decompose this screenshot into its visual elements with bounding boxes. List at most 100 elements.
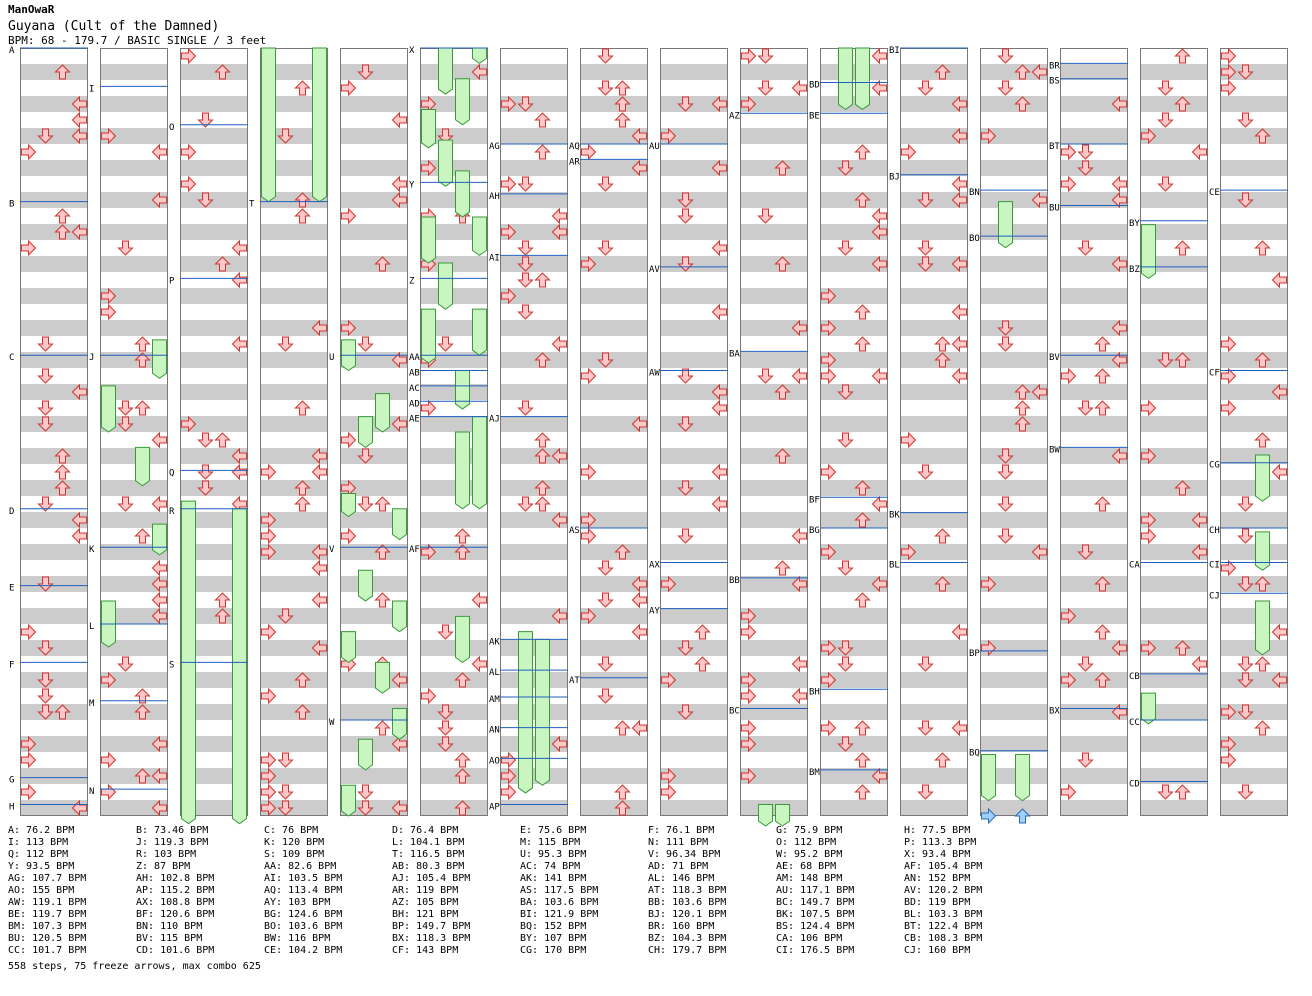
step-arrow-icon (1077, 752, 1094, 768)
step-arrow-icon (934, 576, 951, 592)
step-arrow-icon (711, 463, 727, 481)
step-arrow-icon (581, 511, 597, 529)
step-arrow-icon (951, 303, 967, 321)
step-arrow-icon (437, 704, 454, 720)
bpm-entry: BO: 103.6 BPM (264, 921, 343, 932)
chart-stats: 558 steps, 75 freeze arrows, max combo 6… (8, 961, 261, 972)
step-arrow-icon (151, 559, 167, 577)
step-arrow-icon (151, 495, 167, 513)
step-arrow-icon (711, 303, 727, 321)
freeze-arrow (455, 615, 470, 664)
step-arrow-icon (391, 351, 407, 369)
step-arrow-icon (151, 799, 167, 817)
bpm-marker-label: BI (889, 46, 900, 56)
step-arrow-icon (677, 208, 694, 224)
bpm-entry: AB: 80.3 BPM (392, 861, 465, 872)
step-arrow-icon (837, 384, 854, 400)
step-arrow-icon (517, 304, 534, 320)
step-arrow-icon (934, 528, 951, 544)
step-arrow-icon (597, 656, 614, 672)
step-arrow-icon (677, 256, 694, 272)
step-arrow-icon (1254, 432, 1271, 448)
bpm-entry: X: 93.4 BPM (904, 849, 971, 860)
step-arrow-icon (357, 448, 374, 464)
freeze-arrow (472, 216, 487, 256)
step-arrow-icon (661, 767, 677, 785)
step-arrow-icon (1191, 655, 1207, 673)
step-arrow-icon (437, 720, 454, 736)
bpm-entry: AZ: 105 BPM (392, 897, 459, 908)
step-arrow-icon (151, 575, 167, 593)
step-arrow-icon (661, 671, 677, 689)
step-arrow-icon (134, 352, 151, 368)
step-arrow-icon (21, 751, 37, 769)
chart-column (1220, 48, 1288, 816)
step-arrow-icon (71, 383, 87, 401)
freeze-arrow (775, 803, 790, 827)
shock-arrow-icon (1014, 808, 1031, 824)
step-arrow-icon (261, 687, 277, 705)
bpm-marker-label: BB (729, 576, 740, 586)
bpm-marker-label: BZ (1129, 265, 1140, 275)
step-arrow-icon (197, 480, 214, 496)
step-arrow-icon (774, 384, 791, 400)
bpm-entry: BU: 120.5 BPM (8, 933, 87, 944)
step-arrow-icon (311, 447, 327, 465)
step-arrow-icon (71, 111, 87, 129)
step-arrow-icon (1014, 416, 1031, 432)
step-arrow-icon (951, 175, 967, 193)
step-arrow-icon (1111, 639, 1127, 657)
step-arrow-icon (997, 336, 1014, 352)
freeze-arrow (358, 569, 373, 602)
bpm-marker-label: BW (1049, 445, 1060, 455)
step-arrow-icon (294, 480, 311, 496)
step-arrow-icon (197, 192, 214, 208)
step-arrow-icon (71, 95, 87, 113)
freeze-arrow (341, 492, 356, 518)
step-arrow-icon (391, 175, 407, 193)
step-arrow-icon (37, 496, 54, 512)
step-arrow-icon (181, 415, 197, 433)
bpm-entry: AE: 68 BPM (776, 861, 837, 872)
bpm-entry: AG: 107.7 BPM (8, 873, 87, 884)
step-arrow-icon (901, 431, 917, 449)
bpm-entry: G: 75.9 BPM (776, 825, 843, 836)
step-arrow-icon (597, 48, 614, 64)
bpm-entry: AC: 74 BPM (520, 861, 581, 872)
bpm-marker-label: BK (889, 511, 900, 521)
step-arrow-icon (261, 751, 277, 769)
step-arrow-icon (71, 511, 87, 529)
step-arrow-icon (981, 639, 997, 657)
step-arrow-icon (711, 239, 727, 257)
bpm-marker-label: AR (569, 157, 580, 167)
step-arrow-icon (711, 383, 727, 401)
bpm-marker-label: AB (409, 369, 420, 379)
chart-column (980, 48, 1048, 816)
step-arrow-icon (791, 79, 807, 97)
bpm-marker-label: CG (1209, 461, 1220, 471)
step-arrow-icon (1174, 640, 1191, 656)
step-arrow-icon (134, 528, 151, 544)
bpm-entry: BE: 119.7 BPM (8, 909, 87, 920)
step-arrow-icon (1094, 624, 1111, 640)
step-arrow-icon (614, 96, 631, 112)
bpm-entry: E: 75.6 BPM (520, 825, 587, 836)
bpm-entry: AJ: 105.4 BPM (392, 873, 471, 884)
bpm-marker-label: AH (489, 192, 500, 202)
step-arrow-icon (341, 431, 357, 449)
step-arrow-icon (951, 367, 967, 385)
step-arrow-icon (1061, 367, 1077, 385)
step-arrow-icon (261, 527, 277, 545)
step-arrow-icon (614, 80, 631, 96)
step-arrow-icon (1237, 112, 1254, 128)
bpm-entry: Q: 112 BPM (8, 849, 69, 860)
bpm-marker-label: CA (1129, 561, 1140, 571)
step-arrow-icon (1174, 480, 1191, 496)
step-arrow-icon (134, 688, 151, 704)
bpm-entry: B: 73.46 BPM (136, 825, 209, 836)
bpm-entry: BF: 120.6 BPM (136, 909, 215, 920)
chart-column (740, 48, 808, 816)
step-arrow-icon (1031, 191, 1047, 209)
step-arrow-icon (117, 240, 134, 256)
step-arrow-icon (1237, 576, 1254, 592)
